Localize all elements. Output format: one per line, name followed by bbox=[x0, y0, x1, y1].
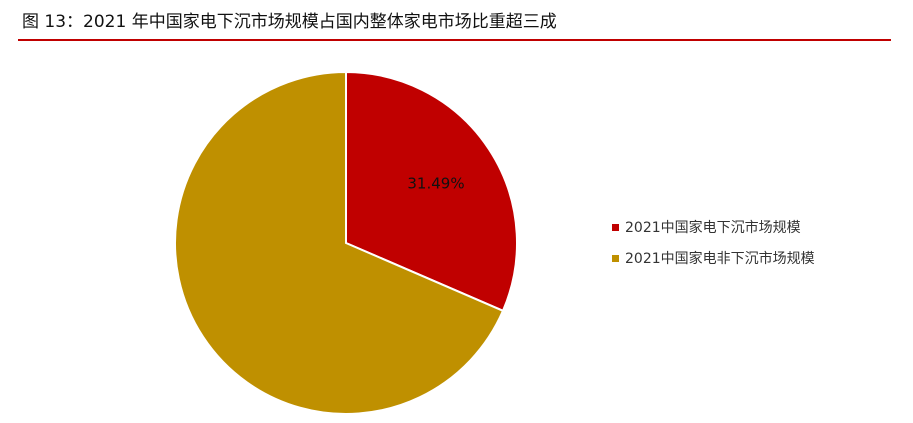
figure-title: 图 13：2021 年中国家电下沉市场规模占国内整体家电市场比重超三成 bbox=[22, 12, 557, 32]
pie-slice-1 bbox=[345, 70, 518, 313]
title-divider bbox=[18, 39, 891, 41]
legend-label-1: 2021中国家电下沉市场规模 bbox=[625, 220, 801, 236]
legend-item-2: 2021中国家电非下沉市场规模 bbox=[612, 247, 815, 269]
legend-item-1: 2021中国家电下沉市场规模 bbox=[612, 216, 815, 238]
legend-swatch-2 bbox=[612, 254, 619, 262]
chart-legend: 2021中国家电下沉市场规模 2021中国家电非下沉市场规模 bbox=[612, 216, 815, 278]
pie-data-label-1: 31.49% bbox=[407, 174, 464, 192]
pie-slice-2 bbox=[174, 70, 505, 415]
legend-label-2: 2021中国家电非下沉市场规模 bbox=[625, 251, 815, 267]
legend-swatch-1 bbox=[612, 223, 619, 231]
